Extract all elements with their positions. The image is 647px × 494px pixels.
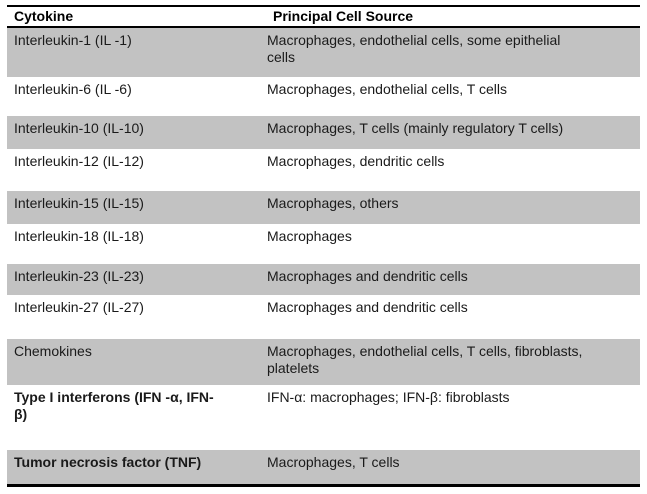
table-row: Type I interferons (IFN -α, IFN- β) IFN-… (7, 385, 640, 450)
cell-source-cell: Macrophages, T cells (mainly regulatory … (260, 116, 640, 149)
cell-source-cell: Macrophages, T cells (260, 450, 640, 485)
table-row: Interleukin-23 (IL-23) Macrophages and d… (7, 264, 640, 295)
table-row: Interleukin-27 (IL-27) Macrophages and d… (7, 295, 640, 339)
table-row: Interleukin-15 (IL-15) Macrophages, othe… (7, 191, 640, 224)
cell-source-cell: Macrophages, others (260, 191, 640, 224)
table-row: Interleukin-1 (IL -1) Macrophages, endot… (7, 27, 640, 77)
table-row: Chemokines Macrophages, endothelial cell… (7, 339, 640, 385)
table-row: Interleukin-6 (IL -6) Macrophages, endot… (7, 77, 640, 116)
cell-source-cell: Macrophages, endothelial cells, some epi… (260, 27, 640, 77)
cytokine-cell: Interleukin-18 (IL-18) (14, 228, 144, 244)
cell-source-cell: Macrophages (267, 228, 352, 244)
header-row: Cytokine Principal Cell Source (7, 6, 640, 28)
cell-source-cell: Macrophages, endothelial cells, T cells (267, 81, 507, 97)
cytokine-cell: Chemokines (7, 339, 260, 385)
table-row: Interleukin-12 (IL-12) Macrophages, dend… (7, 149, 640, 191)
table-row: Interleukin-10 (IL-10) Macrophages, T ce… (7, 116, 640, 149)
col-header-principal-cell-source: Principal Cell Source (260, 6, 640, 28)
cytokine-cell: Interleukin-12 (IL-12) (14, 153, 144, 169)
cytokine-table: Cytokine Principal Cell Source Interleuk… (7, 5, 640, 487)
cell-source-cell: IFN-α: macrophages; IFN-β: fibroblasts (267, 389, 510, 405)
cytokine-cell: Interleukin-23 (IL-23) (7, 264, 260, 295)
cytokine-cell: Interleukin-15 (IL-15) (7, 191, 260, 224)
cytokine-cell: Type I interferons (IFN -α, IFN- β) (14, 389, 214, 422)
cell-source-cell: Macrophages and dendritic cells (267, 299, 468, 315)
cytokine-cell: Interleukin-1 (IL -1) (7, 27, 260, 77)
table-body: Interleukin-1 (IL -1) Macrophages, endot… (7, 27, 640, 485)
table-row: Tumor necrosis factor (TNF) Macrophages,… (7, 450, 640, 485)
cytokine-cell: Interleukin-10 (IL-10) (7, 116, 260, 149)
cell-source-cell: Macrophages and dendritic cells (260, 264, 640, 295)
cell-source-cell: Macrophages, dendritic cells (267, 153, 445, 169)
cytokine-cell: Interleukin-27 (IL-27) (14, 299, 144, 315)
cytokine-cell: Interleukin-6 (IL -6) (14, 81, 132, 97)
cytokine-cell: Tumor necrosis factor (TNF) (7, 450, 260, 485)
table-row: Interleukin-18 (IL-18) Macrophages (7, 224, 640, 264)
col-header-cytokine: Cytokine (7, 6, 260, 28)
cell-source-cell: Macrophages, endothelial cells, T cells,… (260, 339, 640, 385)
